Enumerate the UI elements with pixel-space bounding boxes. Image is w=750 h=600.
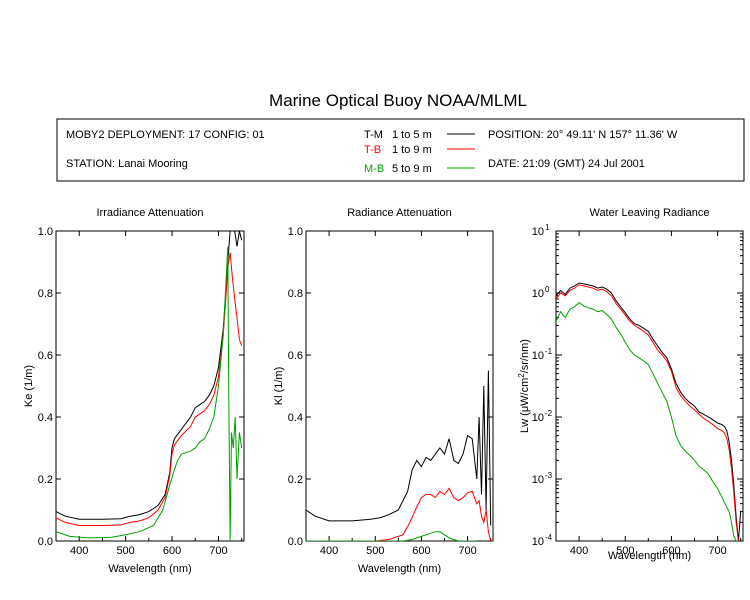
x-axis-label: Wavelength (nm) bbox=[108, 563, 191, 575]
series-line-m-b bbox=[56, 246, 243, 541]
x-axis-label: Wavelength (nm) bbox=[608, 550, 691, 562]
series-line-m-b bbox=[306, 531, 477, 541]
y-axis-label-unit: /sr/nm) bbox=[519, 339, 531, 373]
x-tick-label: 500 bbox=[116, 545, 134, 557]
date-text: DATE: 21:09 (GMT) 24 Jul 2001 bbox=[488, 158, 645, 170]
y-tick-exponent: -2 bbox=[545, 409, 553, 418]
legend: T-M 1 to 5 m T-B 1 to 9 m M-B 5 to 9 m bbox=[364, 129, 475, 175]
legend-range-t-b: 1 to 9 m bbox=[392, 144, 432, 156]
y-tick-exponent: -4 bbox=[545, 533, 553, 542]
y-axis-label-main: Lw (μW/cm bbox=[519, 378, 531, 433]
y-tick-label: 10 bbox=[532, 474, 544, 486]
y-tick-label: 1.0 bbox=[38, 226, 53, 238]
chart-panel-2: Radiance Attenuation Wavelength (nm) 400 50… bbox=[273, 207, 494, 575]
x-tick-label: 700 bbox=[458, 545, 476, 557]
chart-title: Irradiance Attenuation bbox=[96, 207, 203, 219]
x-tick-label: 400 bbox=[570, 545, 588, 557]
x-tick-label: 700 bbox=[209, 545, 227, 557]
y-tick-exponent: 1 bbox=[545, 223, 550, 232]
info-box bbox=[56, 118, 745, 182]
y-tick-label: 0.8 bbox=[38, 288, 53, 300]
series-line-t-m bbox=[556, 282, 742, 541]
y-tick-exponent: 0 bbox=[545, 285, 550, 294]
y-axis-label-sup: 2 bbox=[517, 373, 526, 378]
legend-key-m-b: M-B bbox=[364, 163, 384, 175]
x-tick-label: 500 bbox=[366, 545, 384, 557]
series-line-t-b bbox=[306, 487, 492, 541]
y-tick-label: 10 bbox=[532, 288, 544, 300]
page-title: Marine Optical Buoy NOAA/MLML bbox=[269, 91, 527, 110]
y-tick-label: 0.4 bbox=[38, 412, 53, 424]
y-tick-label: 10 bbox=[532, 226, 544, 238]
y-tick-exponent: -1 bbox=[545, 347, 553, 356]
series-line-t-m bbox=[306, 370, 492, 526]
series-line-t-m bbox=[56, 231, 243, 520]
chart-panel-3: Water Leaving Radiance Wavelength (nm) 400… bbox=[517, 207, 744, 562]
y-tick-exponent: -3 bbox=[545, 471, 553, 480]
chart-panel-1: Irradiance Attenuation Wavelength (nm) 400… bbox=[23, 207, 245, 575]
legend-range-m-b: 5 to 9 m bbox=[392, 163, 432, 175]
x-tick-label: 500 bbox=[616, 545, 634, 557]
x-tick-label: 400 bbox=[70, 545, 88, 557]
y-tick-label: 0.6 bbox=[38, 350, 53, 362]
x-axis-label: Wavelength (nm) bbox=[358, 563, 441, 575]
chart-panels: Irradiance Attenuation Wavelength (nm) 400… bbox=[23, 207, 744, 575]
series-line-m-b bbox=[556, 301, 739, 541]
y-tick-label: 1.0 bbox=[288, 226, 303, 238]
x-tick-label: 600 bbox=[412, 545, 430, 557]
y-tick-label: 10 bbox=[532, 412, 544, 424]
y-tick-label: 0.0 bbox=[288, 536, 303, 548]
y-tick-label: 10 bbox=[532, 536, 544, 548]
legend-range-t-m: 1 to 5 m bbox=[392, 129, 432, 141]
station-text: STATION: Lanai Mooring bbox=[66, 158, 188, 170]
chart-title: Water Leaving Radiance bbox=[589, 207, 709, 219]
series-line-t-b bbox=[556, 284, 739, 541]
y-tick-label: 0.0 bbox=[38, 536, 53, 548]
series-line-t-b bbox=[56, 252, 243, 526]
y-tick-label: 0.2 bbox=[38, 474, 53, 486]
plot-frame bbox=[55, 230, 245, 542]
plot-frame bbox=[305, 230, 494, 542]
y-axis-label: Kl (1/m) bbox=[273, 367, 285, 406]
position-text: POSITION: 20° 49.11' N 157° 11.36' W bbox=[488, 129, 678, 141]
deployment-text: MOBY2 DEPLOYMENT: 17 CONFIG: 01 bbox=[66, 129, 265, 141]
legend-key-t-b: T-B bbox=[364, 144, 381, 156]
y-tick-label: 0.2 bbox=[288, 474, 303, 486]
legend-key-t-m: T-M bbox=[364, 129, 383, 141]
y-tick-label: 0.8 bbox=[288, 288, 303, 300]
plot-frame bbox=[555, 230, 744, 542]
y-tick-label: 10 bbox=[532, 350, 544, 362]
x-tick-label: 700 bbox=[708, 545, 726, 557]
chart-title: Radiance Attenuation bbox=[347, 207, 452, 219]
y-tick-label: 0.6 bbox=[288, 350, 303, 362]
x-tick-label: 600 bbox=[163, 545, 181, 557]
x-tick-label: 600 bbox=[662, 545, 680, 557]
x-tick-label: 400 bbox=[320, 545, 338, 557]
y-axis-label: Lw (μW/cm2/sr/nm) bbox=[517, 339, 531, 433]
y-axis-label: Ke (1/m) bbox=[23, 365, 35, 407]
y-tick-label: 0.4 bbox=[288, 412, 303, 424]
